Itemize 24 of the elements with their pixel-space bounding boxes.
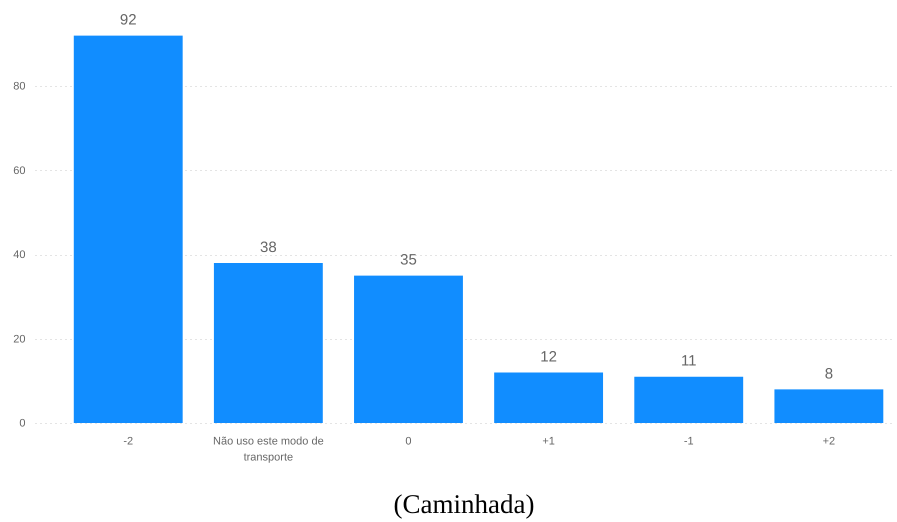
x-tick-label: -1 bbox=[684, 436, 694, 448]
x-tick-label: +1 bbox=[542, 436, 555, 448]
data-label: 35 bbox=[400, 252, 417, 269]
bar bbox=[354, 276, 463, 423]
data-label: 11 bbox=[680, 352, 697, 370]
x-tick-label: -2 bbox=[123, 436, 134, 448]
x-tick-label: Não uso este modo de transporte bbox=[213, 436, 324, 464]
y-tick-label: 40 bbox=[13, 249, 26, 262]
x-tick-label: +2 bbox=[822, 436, 836, 448]
text: (Caminhada) bbox=[394, 489, 534, 519]
y-tick-label: 20 bbox=[13, 333, 26, 346]
y-tick-label: 0 bbox=[19, 418, 26, 430]
bar bbox=[634, 376, 744, 423]
y-tick-label: 60 bbox=[13, 164, 26, 177]
data-label: 38 bbox=[260, 239, 277, 256]
bar bbox=[74, 36, 183, 423]
bar bbox=[214, 263, 323, 423]
bar bbox=[774, 389, 884, 423]
data-label: 92 bbox=[120, 12, 137, 29]
data-label: 8 bbox=[824, 365, 834, 382]
bar bbox=[494, 372, 604, 423]
x-tick-label: 0 bbox=[405, 436, 412, 448]
y-tick-label: 80 bbox=[13, 80, 26, 93]
data-label: 12 bbox=[540, 348, 557, 366]
